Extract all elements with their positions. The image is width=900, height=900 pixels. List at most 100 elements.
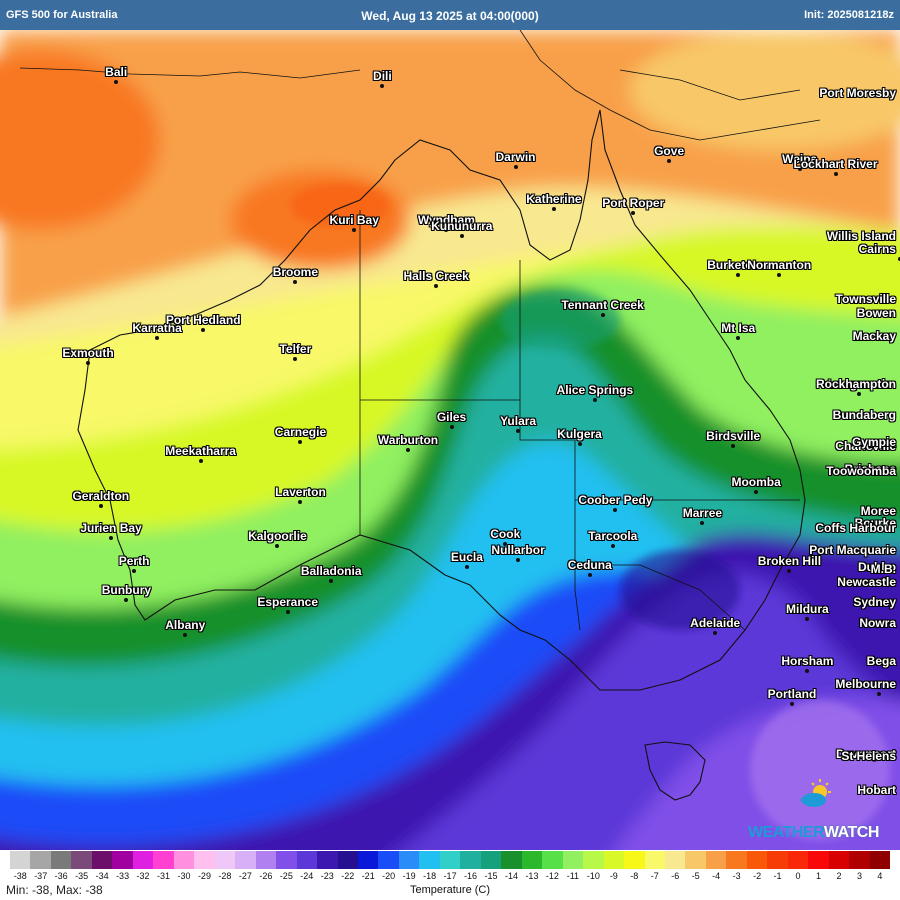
city-marker [380,84,385,89]
city-marker [797,167,802,172]
city-label: Mt Isa [721,320,756,335]
legend-swatch [685,851,706,869]
valid-time: Wed, Aug 13 2025 at 04:00(000) [361,9,539,23]
city-label: Moomba [731,474,781,489]
legend-swatch [808,851,829,869]
city-label: Nowra [859,616,896,631]
city-label: Newcastle [837,574,897,589]
city-label: Melbourne [835,676,897,691]
city-label: Horsham [781,653,834,668]
city-marker [516,558,521,563]
city-marker [897,256,900,261]
legend-tick-label: -2 [753,871,762,881]
city-marker [275,543,280,548]
city-label: Esperance [257,595,319,610]
legend-tick-label: -23 [320,871,334,881]
city-label: Jurien Bay [80,520,142,535]
model-title: GFS 500 for Australia [6,9,118,21]
city-label: Karratha [132,320,182,335]
legend-swatch [10,851,31,869]
legend-swatch [71,851,92,869]
legend-tick-label: -32 [136,871,150,881]
legend-tick-label: -7 [650,871,659,881]
legend-tick-label: -26 [259,871,273,881]
legend-swatch [869,851,891,869]
city-label: Nullarbor [491,543,545,558]
city-marker [777,273,782,278]
city-label: Meekatharra [165,443,236,458]
legend-swatch [746,851,768,869]
city-marker [293,279,298,284]
legend-swatch [767,851,788,869]
city-label: Bundaberg [832,408,896,423]
city-marker [805,668,810,673]
legend-tick-label: -15 [484,871,498,881]
city-marker [86,360,90,365]
city-label: Albany [165,618,206,633]
legend-tick-label: -21 [361,871,375,881]
city-label: Broome [272,264,319,279]
legend-swatch [705,851,727,869]
city-label: Kalgoorlie [248,528,307,543]
legend-swatch [50,851,72,869]
legend-swatch [337,851,358,869]
city-marker [600,312,605,317]
city-label: Port Hedland [165,312,241,327]
city-label: Geraldton [72,489,130,504]
legend-tick-label: -24 [300,871,314,881]
city-label: Katherine [526,191,582,206]
city-label: Kuri Bay [329,212,379,227]
city-label: Dili [373,69,392,84]
legend-swatch [787,851,809,869]
legend-ticks: -38 -37 -36 -35 -34 -33 -32 -31 -30 -29 -28 -27 -26-… [10,871,890,883]
city-label: Balladonia [300,564,362,579]
city-label: Toowoomba [826,464,896,479]
city-marker [329,579,334,584]
weatherwatch-logo: WEATHERWATCH [748,778,898,846]
city-marker [736,273,741,278]
legend-tick-label: -8 [630,871,639,881]
city-label: Gove [654,144,685,159]
city-label: Birdsville [706,429,761,443]
city-marker [754,489,759,494]
city-marker [587,572,592,577]
city-label: Brisbane [844,462,897,477]
legend-tick-label: -10 [586,871,600,881]
city-marker [713,631,718,636]
city-marker [201,327,206,332]
legend-swatch [480,851,502,869]
city-marker [449,425,454,430]
city-label: Longreach [827,377,890,391]
city-label: Kununurra [431,218,493,233]
city-label: Lockhart River [793,156,878,171]
city-label: Coffs Harbour [815,520,897,535]
legend-swatch [398,851,420,869]
legend-tick-label: -19 [402,871,416,881]
city-label: Sydney [853,595,896,610]
city-label: Adelaide [690,616,741,631]
city-marker [667,159,672,164]
legend-tick-label: -5 [691,871,700,881]
city-marker [592,398,597,403]
legend-swatch [214,851,236,869]
legend-swatch [296,851,318,869]
city-label: Devonport [836,747,896,762]
legend-tick-label: -18 [423,871,437,881]
city-marker [183,633,188,638]
legend-tick-label: -11 [566,871,580,881]
city-label: Mackay [852,329,896,344]
city-label: Exmouth [62,345,114,360]
city-label: Eucla [450,549,483,564]
legend-swatch [849,851,870,869]
legend-tick-label: -6 [671,871,680,881]
legend-tick-label: -37 [34,871,48,881]
city-marker [464,564,469,569]
city-label: Halls Creek [403,268,469,283]
city-label: Bega [866,653,896,668]
legend-swatch [603,851,625,869]
city-label: Giles [436,410,467,425]
legend-swatch [153,851,174,869]
city-marker [856,392,861,396]
city-label: Coober Pedy [578,493,653,508]
city-marker [877,691,882,696]
